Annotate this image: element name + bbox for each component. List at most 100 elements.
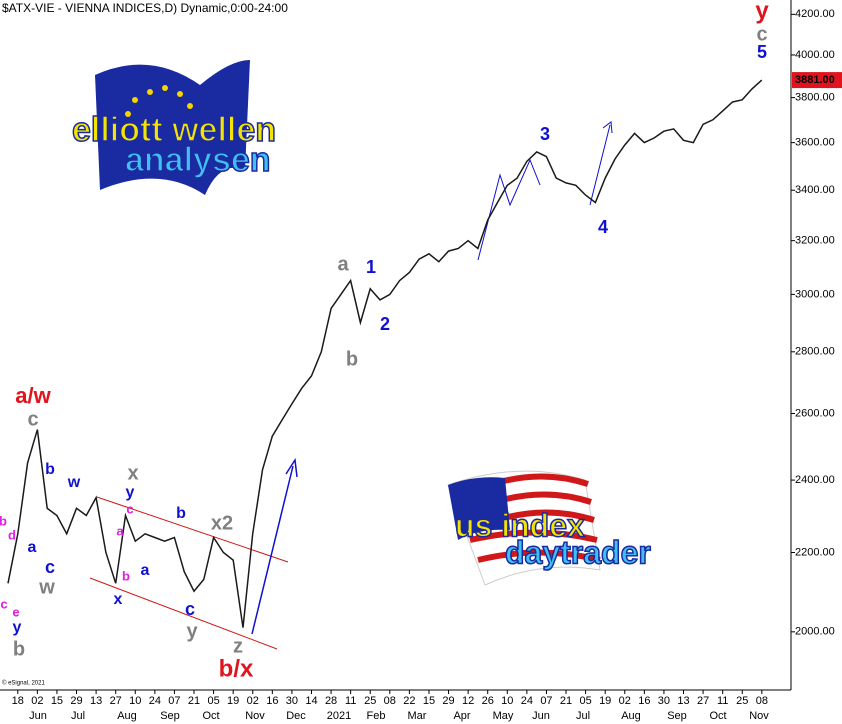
y-tick-label: 3600.00 (795, 137, 835, 149)
month-label: 2021 (327, 710, 351, 722)
logo-us: us index daytrader (447, 470, 652, 586)
chart-title: $ATX-VIE - VIENNA INDICES,D) Dynamic,0:0… (2, 1, 288, 15)
drawings (89, 121, 613, 650)
wave-label: 3 (540, 124, 550, 144)
month-label: Jun (532, 710, 550, 722)
logo-text: daytrader (505, 534, 651, 570)
wave-label: 5 (757, 42, 767, 62)
month-label: Dec (286, 710, 306, 722)
last-value-box (792, 72, 842, 89)
x-tick-label: 30 (658, 695, 670, 707)
wave-label: b (13, 638, 25, 660)
wave-label: y (755, 0, 769, 24)
y-tick-label: 4200.00 (795, 8, 835, 20)
wave-label: a (141, 562, 150, 579)
x-tick-label: 05 (579, 695, 591, 707)
x-tick-label: 25 (736, 695, 748, 707)
wave-label: y (13, 619, 22, 636)
y-tick-label: 2200.00 (795, 546, 835, 558)
month-label: Jul (71, 710, 85, 722)
month-label: Oct (709, 710, 726, 722)
x-tick-label: 21 (188, 695, 200, 707)
x-tick-label: 27 (110, 695, 122, 707)
x-tick-label: 02 (31, 695, 43, 707)
x-tick-label: 02 (619, 695, 631, 707)
wave-line (477, 158, 541, 261)
y-tick-label: 2600.00 (795, 407, 835, 419)
x-tick-label: 05 (207, 695, 219, 707)
wave-label: b (0, 513, 7, 528)
wave-label: z (233, 635, 243, 657)
wave-label: a (116, 523, 124, 538)
x-tick-label: 21 (560, 695, 572, 707)
logo-text: analysen (125, 141, 271, 179)
wave-label: 2 (380, 314, 390, 334)
x-tick-label: 22 (403, 695, 415, 707)
month-label: Jun (29, 710, 47, 722)
wave-label: a/w (15, 383, 51, 408)
logo-text: us index (455, 507, 585, 543)
month-label: Aug (621, 710, 641, 722)
wave-line (589, 121, 613, 206)
channel-line (96, 496, 289, 563)
wave-label: y (126, 484, 135, 501)
wave-label: e (12, 604, 19, 619)
wave-label: c (126, 501, 133, 516)
wave-label: w (38, 576, 55, 598)
x-tick-label: 29 (70, 695, 82, 707)
x-tick-label: 11 (345, 695, 356, 707)
wave-label: y (186, 620, 198, 642)
month-label: Nov (749, 710, 769, 722)
x-tick-label: 11 (717, 695, 728, 707)
stripes (469, 473, 601, 563)
wave-label: x2 (211, 512, 233, 534)
wave-label: b (45, 461, 55, 478)
month-label: Oct (202, 710, 219, 722)
x-tick-label: 15 (51, 695, 63, 707)
month-label: Sep (667, 710, 687, 722)
wave-label: c (185, 599, 195, 619)
x-tick-label: 10 (501, 695, 513, 707)
x-tick-label: 26 (482, 695, 494, 707)
month-label: Sep (160, 710, 180, 722)
y-tick-label: 4000.00 (795, 49, 835, 61)
x-tick-label: 18 (12, 695, 24, 707)
price-line (7, 79, 763, 628)
wave-label: b/x (219, 655, 254, 682)
x-tick-label: 25 (364, 695, 376, 707)
x-tick-label: 15 (423, 695, 435, 707)
x-tick-label: 24 (521, 695, 533, 707)
x-tick-label: 14 (305, 695, 317, 707)
x-tick-label: 02 (247, 695, 259, 707)
wave-label: x (114, 591, 123, 608)
wave-label: b (122, 568, 130, 583)
wave-label: a (28, 539, 37, 556)
y-tick-label: 3000.00 (795, 288, 835, 300)
x-tick-label: 16 (266, 695, 278, 707)
x-tick-label: 16 (638, 695, 650, 707)
wave-label: d (8, 527, 16, 542)
x-tick-label: 13 (677, 695, 689, 707)
stars (125, 85, 193, 117)
x-tick-label: 30 (286, 695, 298, 707)
x-tick-label: 08 (756, 695, 768, 707)
x-tick-label: 08 (384, 695, 396, 707)
arrow (251, 465, 294, 635)
month-label: May (493, 710, 514, 722)
month-label: Nov (245, 710, 265, 722)
wave-label: c (0, 596, 7, 611)
month-label: Aug (117, 710, 137, 722)
month-label: Feb (367, 710, 386, 722)
eu-flag (95, 60, 250, 195)
y-tick-label: 3400.00 (795, 184, 835, 196)
x-tick-label: 13 (90, 695, 102, 707)
y-tick-label: 2000.00 (795, 626, 835, 638)
last-value-label: 3881.00 (795, 74, 835, 86)
y-tick-label: 2400.00 (795, 474, 835, 486)
wave-label: b (176, 505, 186, 522)
logo-text: elliott wellen (72, 111, 276, 149)
wave-label: a (337, 253, 349, 275)
wave-label: 1 (366, 257, 376, 277)
y-tick-label: 3200.00 (795, 235, 835, 247)
